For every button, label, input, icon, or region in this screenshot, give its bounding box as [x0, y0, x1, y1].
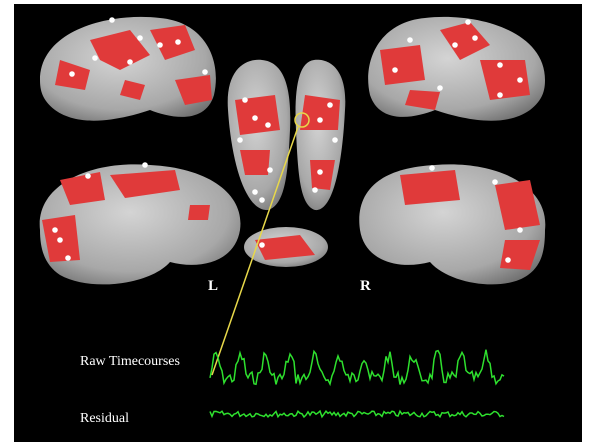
roi-dot — [517, 77, 523, 83]
roi-dot — [137, 35, 143, 41]
roi-dot — [175, 39, 181, 45]
roi-dot — [317, 117, 323, 123]
roi-dot — [57, 237, 63, 243]
figure: L R Raw Timecourses Residual — [0, 0, 594, 447]
roi-dot — [202, 69, 208, 75]
roi-dot — [312, 187, 318, 193]
roi-dot — [259, 197, 265, 203]
roi-dot — [242, 97, 248, 103]
roi-dot — [127, 59, 133, 65]
roi-dot — [265, 122, 271, 128]
roi-dot — [92, 55, 98, 61]
hemisphere-label: L — [208, 278, 218, 294]
roi-dot — [429, 165, 435, 171]
roi-dot — [65, 255, 71, 261]
roi-dot — [157, 42, 163, 48]
roi-dot — [407, 37, 413, 43]
roi-dot — [252, 189, 258, 195]
roi-dot — [505, 257, 511, 263]
roi-dot — [259, 242, 265, 248]
roi-dot — [437, 85, 443, 91]
hemisphere-label: R — [360, 278, 371, 294]
trace-label: Raw Timecourses — [80, 354, 180, 369]
roi-dot — [317, 169, 323, 175]
roi-dot — [142, 162, 148, 168]
roi-dot — [237, 137, 243, 143]
roi-dot — [465, 19, 471, 25]
roi-dot — [452, 42, 458, 48]
roi-dot — [472, 35, 478, 41]
roi-dot — [52, 227, 58, 233]
roi-dot — [252, 115, 258, 121]
roi-dot — [517, 227, 523, 233]
roi-dot — [267, 167, 273, 173]
roi-dot — [327, 102, 333, 108]
roi-dot — [492, 179, 498, 185]
roi-dot — [69, 71, 75, 77]
roi-dot — [109, 17, 115, 23]
figure-canvas: L R Raw Timecourses Residual — [0, 0, 594, 447]
roi-dot — [85, 173, 91, 179]
roi-dot — [332, 137, 338, 143]
trace-label: Residual — [80, 411, 129, 426]
roi-dot — [392, 67, 398, 73]
roi-dot — [497, 92, 503, 98]
roi-dot — [497, 62, 503, 68]
